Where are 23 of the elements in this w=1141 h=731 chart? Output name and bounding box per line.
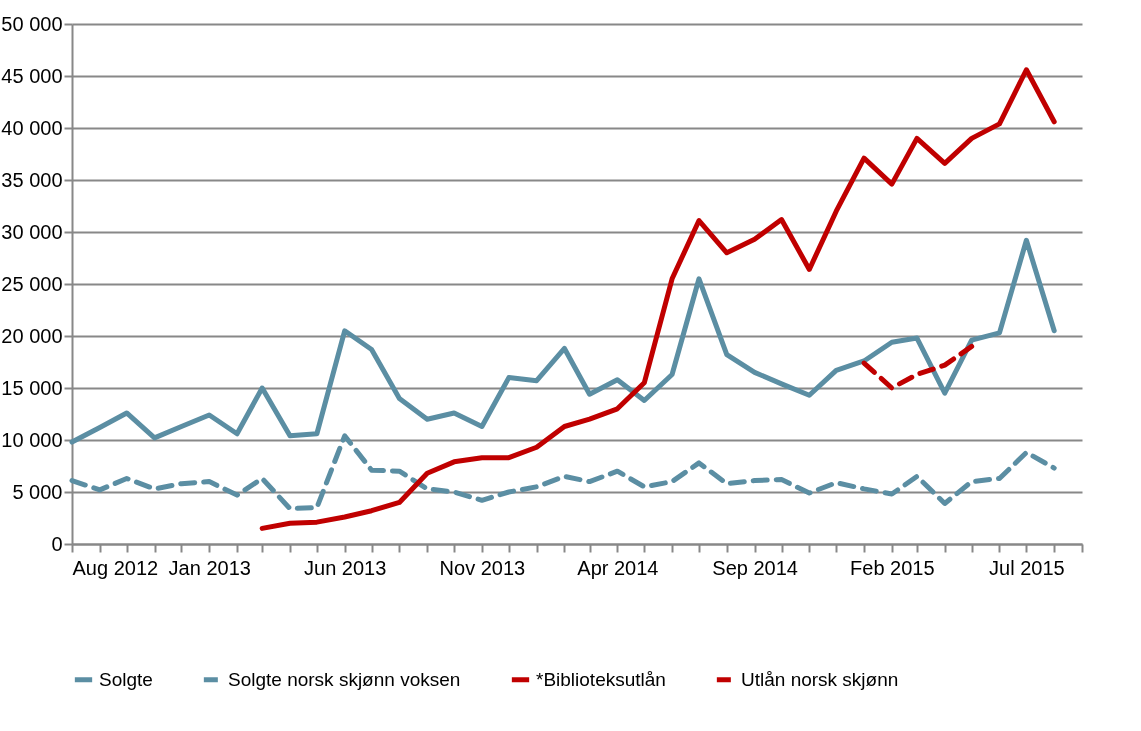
y-tick-label: 30 000 — [1, 220, 63, 243]
y-tick-label: 45 000 — [1, 64, 63, 87]
legend-label: Solgte norsk skjønn voksen — [228, 668, 461, 690]
x-tick-label: Aug 2012 — [72, 556, 159, 579]
y-tick-label: 50 000 — [1, 12, 63, 35]
y-tick-label: 25 000 — [1, 272, 63, 295]
y-tick-label: 35 000 — [1, 168, 63, 191]
legend-label: Utlån norsk skjønn — [741, 668, 899, 690]
x-tick-label: Jul 2015 — [989, 556, 1065, 579]
y-tick-label: 40 000 — [1, 116, 63, 139]
x-tick-label: Feb 2015 — [850, 556, 935, 579]
legend-label: Solgte — [99, 668, 153, 690]
x-tick-label: Nov 2013 — [439, 556, 526, 579]
y-tick-label: 5 000 — [12, 480, 63, 503]
x-tick-label: Jun 2013 — [304, 556, 387, 579]
y-tick-label: 15 000 — [1, 376, 63, 399]
y-tick-label: 10 000 — [1, 428, 63, 451]
x-tick-label: Jan 2013 — [168, 556, 251, 579]
y-tick-label: 0 — [51, 532, 63, 555]
x-tick-label: Sep 2014 — [712, 556, 798, 579]
legend-label: *Biblioteksutlån — [536, 668, 666, 690]
y-tick-label: 20 000 — [1, 324, 63, 347]
x-tick-label: Apr 2014 — [577, 556, 659, 579]
